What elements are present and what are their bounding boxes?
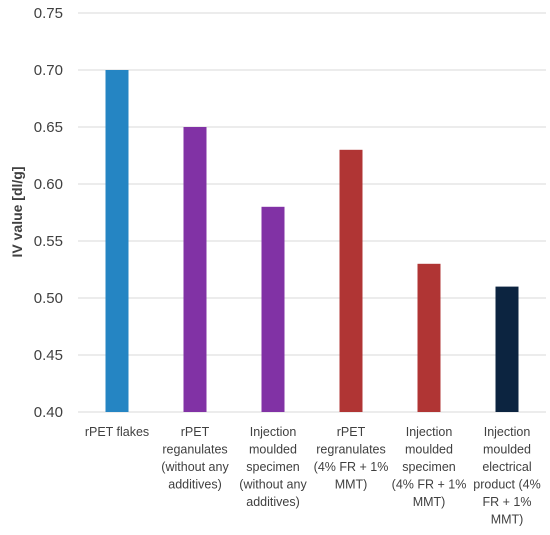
x-tick-label-line: product (4% [473,478,540,492]
y-axis-label: IV value [dl/g] [9,166,25,257]
bar [105,70,129,412]
y-tick-label: 0.65 [34,119,63,136]
y-tick-label: 0.40 [34,404,63,421]
x-tick-label-line: moulded [405,443,453,457]
x-tick-label: rPET flakes [85,425,149,439]
x-tick-label: Injection moulded specimen (without any addi… [239,425,307,509]
y-tick-label: 0.60 [34,176,63,193]
x-tick-label: rPET regranulates (4% FR + 1% MMT) [314,425,389,492]
bar [261,206,285,412]
x-tick-label-line: specimen [246,460,300,474]
y-tick-label: 0.70 [34,62,63,79]
x-tick-label-line: MMT) [335,478,368,492]
x-tick-label-line: MMT) [491,513,524,527]
x-tick-label-line: regranulates [316,443,386,457]
x-tick-label-line: (4% FR + 1% [392,478,467,492]
x-tick-label-line: (without any [239,478,307,492]
y-tick-label: 0.75 [34,5,63,22]
x-tick-label: Injection moulded specimen (4% FR + 1% MMT) [392,425,467,509]
x-tick-label-line: FR + 1% [483,495,532,509]
x-tick-label-line: additives) [168,478,222,492]
x-axis-ticks: rPET flakes rPET reganulates (without any ad… [85,425,541,527]
x-tick-label-line: Injection [250,425,297,439]
bar [495,286,519,412]
x-tick-label-line: reganulates [162,443,227,457]
x-tick-label-line: MMT) [413,495,446,509]
x-tick-label-line: Injection [484,425,531,439]
bar [417,263,441,412]
bars [105,70,519,413]
y-tick-label: 0.45 [34,347,63,364]
x-tick-label-line: (4% FR + 1% [314,460,389,474]
y-tick-label: 0.55 [34,233,63,250]
x-tick-label-line: specimen [402,460,456,474]
x-tick-label: rPET reganulates (without any additives) [161,425,229,492]
y-tick-label: 0.50 [34,290,63,307]
x-tick-label-line: moulded [249,443,297,457]
bar [339,149,363,413]
x-tick-label-line: (without any [161,460,229,474]
x-tick-label-line: Injection [406,425,453,439]
x-tick-label-line: moulded [483,443,531,457]
x-tick-label-line: rPET [181,425,210,439]
gridlines [78,12,546,413]
x-tick-label-line: rPET flakes [85,425,149,439]
x-tick-label-line: additives) [246,495,300,509]
y-axis-ticks: 0.40 0.45 0.50 0.55 0.60 0.65 0.70 0.75 [34,5,63,421]
x-tick-label: Injection moulded electrical product (4% FR … [473,425,540,527]
x-tick-label-line: electrical [482,460,531,474]
bar [183,127,207,412]
x-tick-label-line: rPET [337,425,366,439]
